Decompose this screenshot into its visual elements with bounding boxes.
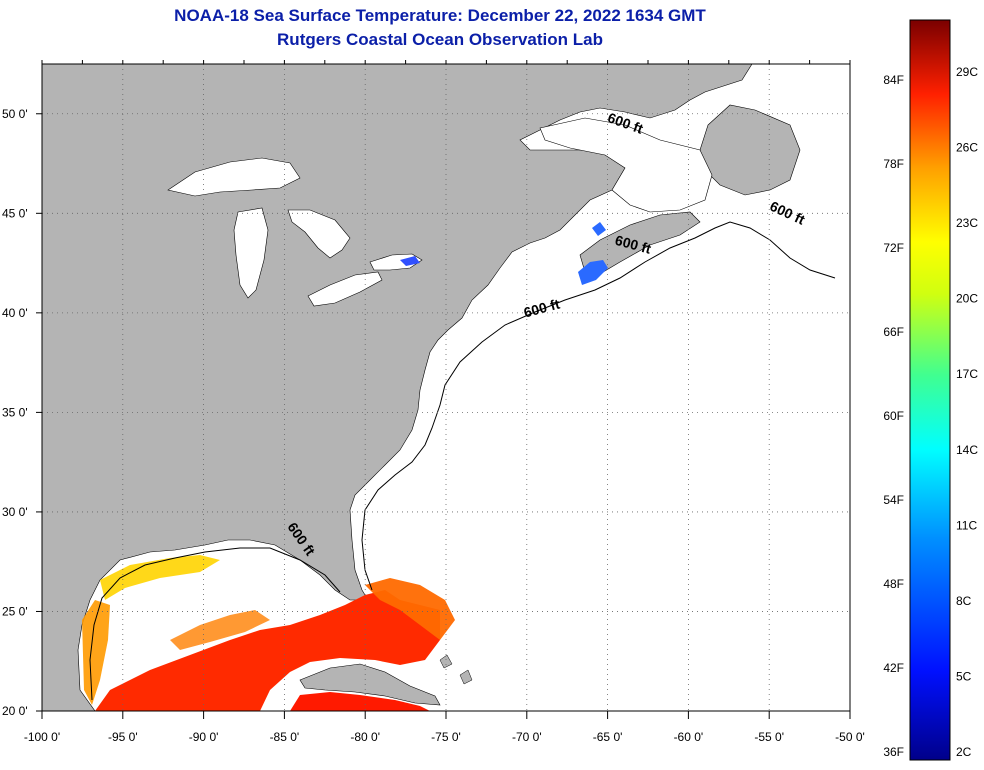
colorbar-fahrenheit-label: 48F bbox=[883, 577, 904, 591]
sst-gulf-east-orange bbox=[170, 610, 270, 650]
colorbar-fahrenheit-label: 72F bbox=[883, 241, 904, 255]
lon-tick-label: -50 0' bbox=[835, 730, 865, 744]
colorbar-fahrenheit-label: 42F bbox=[883, 661, 904, 675]
lon-tick-label: -65 0' bbox=[593, 730, 623, 744]
land-cuba bbox=[299, 663, 441, 706]
sst-cold-patch-3 bbox=[400, 256, 420, 266]
chart-subtitle: Rutgers Coastal Ocean Observation Lab bbox=[277, 30, 603, 49]
lon-tick-label: -95 0' bbox=[108, 730, 138, 744]
isobath-600ft-gulf bbox=[89, 547, 341, 701]
lat-tick-label: 25 0' bbox=[2, 604, 28, 618]
colorbar-fahrenheit-label: 66F bbox=[883, 325, 904, 339]
lon-tick-label: -55 0' bbox=[754, 730, 784, 744]
colorbar-celsius-label: 17C bbox=[956, 367, 978, 381]
colorbar-celsius-label: 20C bbox=[956, 292, 978, 306]
colorbar-celsius-label: 11C bbox=[956, 518, 977, 532]
colorbar-fahrenheit-label: 60F bbox=[883, 409, 904, 423]
colorbar-fahrenheit-label: 54F bbox=[883, 493, 904, 507]
lake-superior bbox=[167, 157, 301, 197]
lat-tick-label: 50 0' bbox=[2, 107, 28, 121]
sst-gulf-red-central bbox=[95, 590, 440, 711]
lat-tick-label: 35 0' bbox=[2, 405, 28, 419]
lake-michigan bbox=[233, 207, 269, 299]
lon-tick-label: -70 0' bbox=[512, 730, 542, 744]
lat-tick-label: 30 0' bbox=[2, 505, 28, 519]
land-north-america bbox=[42, 64, 753, 711]
colorbar-celsius-label: 23C bbox=[956, 216, 978, 230]
lake-huron bbox=[287, 209, 351, 259]
colorbar-gradient bbox=[909, 19, 951, 761]
sst-caribbean-red bbox=[290, 692, 430, 711]
lake-erie bbox=[307, 271, 383, 307]
colorbar-celsius-label: 14C bbox=[956, 443, 978, 457]
colorbar-fahrenheit-label: 36F bbox=[883, 745, 904, 759]
lon-tick-label: -85 0' bbox=[270, 730, 300, 744]
colorbar-fahrenheit-label: 84F bbox=[883, 73, 904, 87]
colorbar-celsius-label: 26C bbox=[956, 141, 978, 155]
lon-tick-label: -90 0' bbox=[189, 730, 219, 744]
chart-title: NOAA-18 Sea Surface Temperature: Decembe… bbox=[174, 6, 706, 25]
colorbar-celsius-label: 8C bbox=[956, 594, 972, 608]
lat-tick-label: 20 0' bbox=[2, 704, 28, 718]
lon-tick-label: -100 0' bbox=[24, 730, 60, 744]
colorbar-celsius-label: 2C bbox=[956, 745, 972, 759]
sst-gulf-west-orange bbox=[82, 600, 110, 705]
sst-gulf-north-yellow bbox=[100, 555, 220, 600]
lon-tick-label: -80 0' bbox=[350, 730, 380, 744]
colorbar-celsius-label: 5C bbox=[956, 669, 972, 683]
sst-cold-patch-2 bbox=[592, 222, 606, 236]
sst-cold-patch-1 bbox=[578, 260, 608, 285]
lon-tick-label: -60 0' bbox=[674, 730, 704, 744]
sst-florida-straits-orange bbox=[365, 578, 455, 640]
gulf-st-lawrence bbox=[539, 117, 713, 213]
lat-tick-label: 45 0' bbox=[2, 206, 28, 220]
lat-tick-label: 40 0' bbox=[2, 306, 28, 320]
isobath-600ft bbox=[361, 221, 836, 591]
colorbar-fahrenheit-label: 78F bbox=[883, 157, 904, 171]
colorbar-celsius-label: 29C bbox=[956, 65, 978, 79]
lon-tick-label: -75 0' bbox=[431, 730, 461, 744]
